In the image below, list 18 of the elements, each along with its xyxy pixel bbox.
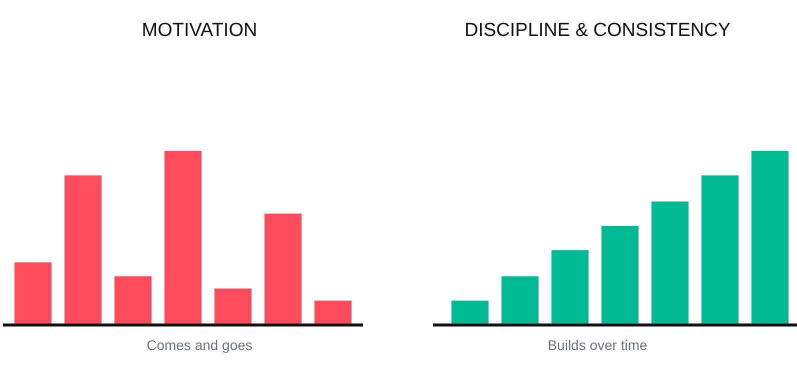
- x-axis-title: Comes and goes: [146, 337, 254, 353]
- bar: [64, 175, 102, 325]
- x-axis-title: Builds over time: [546, 337, 648, 353]
- chart-title: MOTIVATION: [140, 20, 258, 42]
- bar: [14, 262, 52, 325]
- bar: [702, 175, 738, 325]
- bar: [652, 201, 688, 325]
- bar: [214, 288, 252, 325]
- bar: [314, 300, 352, 325]
- bar: [264, 214, 302, 325]
- bar: [502, 276, 538, 325]
- bar: [602, 226, 638, 325]
- chart-title: DISCIPLINE & CONSISTENCY: [463, 20, 732, 42]
- bar: [552, 250, 588, 325]
- bar: [752, 151, 788, 325]
- bar: [164, 151, 202, 325]
- bar: [114, 276, 152, 325]
- bar: [452, 300, 488, 325]
